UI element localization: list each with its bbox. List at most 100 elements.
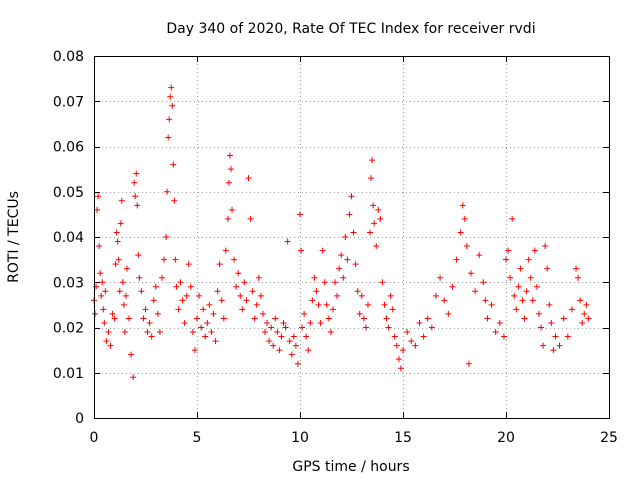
data-point bbox=[259, 310, 266, 317]
data-point bbox=[546, 301, 553, 308]
data-point bbox=[198, 324, 205, 331]
data-point bbox=[135, 252, 142, 259]
data-point bbox=[428, 324, 435, 331]
data-point bbox=[183, 292, 190, 299]
data-point bbox=[257, 292, 264, 299]
data-point bbox=[214, 288, 221, 295]
data-point bbox=[288, 351, 295, 358]
data-point bbox=[126, 315, 133, 322]
data-point bbox=[109, 310, 116, 317]
data-point bbox=[241, 279, 248, 286]
data-point bbox=[294, 360, 301, 367]
data-point bbox=[315, 301, 322, 308]
data-point bbox=[220, 315, 227, 322]
y-tick-labels: 0 0.01 0.02 0.03 0.04 0.05 0.06 0.07 0.08 bbox=[53, 49, 84, 427]
data-point bbox=[299, 324, 306, 331]
data-point bbox=[492, 329, 499, 336]
data-point bbox=[583, 301, 590, 308]
data-point bbox=[264, 319, 271, 326]
data-point bbox=[371, 220, 378, 227]
data-point bbox=[538, 324, 545, 331]
data-point bbox=[297, 211, 303, 218]
data-point bbox=[535, 310, 542, 317]
data-point bbox=[96, 243, 103, 250]
data-point bbox=[408, 338, 415, 345]
y-axis-label: ROTI / TECUs bbox=[6, 191, 22, 283]
data-point bbox=[98, 292, 105, 299]
data-point bbox=[350, 229, 357, 236]
data-point bbox=[136, 274, 143, 281]
data-point bbox=[445, 310, 452, 317]
data-point bbox=[581, 310, 588, 317]
data-point bbox=[449, 283, 456, 290]
data-point bbox=[122, 292, 129, 299]
data-point bbox=[112, 261, 119, 268]
data-point bbox=[323, 301, 330, 308]
data-point bbox=[420, 333, 427, 340]
data-point bbox=[116, 288, 123, 295]
data-point bbox=[154, 310, 161, 317]
data-point bbox=[496, 319, 503, 326]
data-point bbox=[218, 297, 225, 304]
data-point bbox=[167, 93, 174, 100]
data-point bbox=[268, 324, 275, 331]
data-point bbox=[245, 175, 252, 182]
data-point bbox=[488, 301, 495, 308]
data-point bbox=[521, 315, 528, 322]
data-point bbox=[564, 333, 571, 340]
data-point bbox=[231, 256, 238, 263]
data-point bbox=[173, 283, 180, 290]
data-point bbox=[313, 288, 320, 295]
data-point bbox=[377, 215, 384, 222]
data-point bbox=[226, 152, 233, 159]
data-point bbox=[301, 310, 308, 317]
data-point bbox=[148, 333, 155, 340]
y-tick-label: 0.03 bbox=[53, 275, 84, 291]
data-point bbox=[181, 319, 188, 326]
data-point bbox=[253, 301, 260, 308]
data-point bbox=[206, 301, 213, 308]
data-point bbox=[319, 247, 326, 254]
data-point bbox=[404, 329, 411, 336]
data-point bbox=[459, 202, 466, 209]
data-point bbox=[533, 283, 540, 290]
data-point bbox=[212, 338, 219, 345]
data-point bbox=[381, 301, 388, 308]
data-point bbox=[544, 265, 551, 272]
y-tick-label: 0.01 bbox=[53, 366, 84, 382]
data-point bbox=[332, 279, 339, 286]
data-point bbox=[208, 329, 215, 336]
data-point bbox=[134, 202, 141, 209]
data-point bbox=[400, 347, 406, 354]
data-point bbox=[177, 279, 184, 286]
data-point bbox=[200, 306, 207, 313]
data-point bbox=[187, 283, 194, 290]
data-point bbox=[336, 265, 343, 272]
data-point bbox=[509, 215, 516, 222]
data-point bbox=[453, 256, 460, 263]
data-point bbox=[463, 243, 470, 250]
data-point bbox=[548, 319, 555, 326]
data-point bbox=[298, 247, 305, 254]
data-point bbox=[327, 329, 334, 336]
x-tick-label: 10 bbox=[291, 430, 309, 446]
x-tick-label: 15 bbox=[394, 430, 412, 446]
x-tick-label: 20 bbox=[497, 430, 515, 446]
data-point bbox=[321, 279, 328, 286]
data-point bbox=[540, 342, 547, 349]
data-point bbox=[525, 256, 532, 263]
data-point bbox=[272, 315, 279, 322]
data-point bbox=[577, 297, 584, 304]
data-point bbox=[556, 342, 563, 349]
data-point bbox=[132, 193, 139, 200]
data-point bbox=[305, 347, 312, 354]
data-point bbox=[484, 315, 491, 322]
data-point bbox=[480, 279, 487, 286]
data-point bbox=[523, 288, 530, 295]
data-point bbox=[368, 175, 375, 182]
y-tick-label: 0.02 bbox=[53, 321, 84, 337]
data-point bbox=[227, 166, 234, 173]
data-point bbox=[286, 338, 293, 345]
data-point bbox=[175, 306, 182, 313]
data-point bbox=[579, 319, 586, 326]
